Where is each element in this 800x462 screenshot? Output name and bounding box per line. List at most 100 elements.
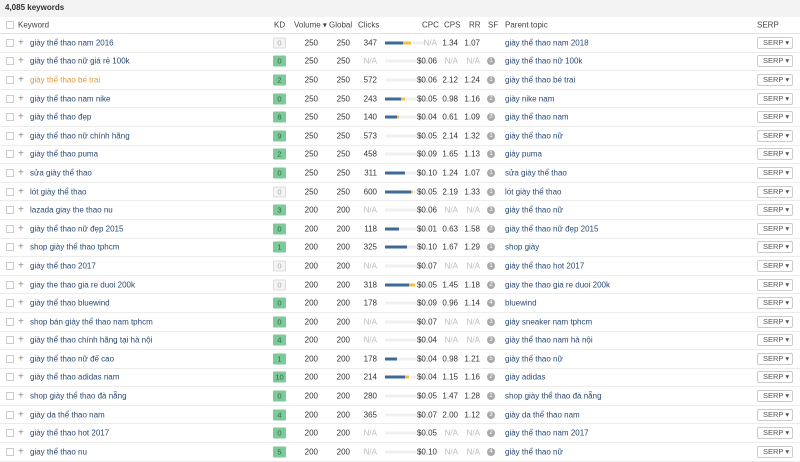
keyword-link[interactable]: lazada giay the thao nu: [30, 205, 113, 215]
keyword-link[interactable]: giày thể thao đẹp: [30, 112, 92, 122]
keyword-link[interactable]: giày thể thao hot 2017: [30, 428, 110, 438]
serp-dropdown-button[interactable]: SERP ▾: [757, 390, 793, 403]
serp-dropdown-button[interactable]: SERP ▾: [757, 55, 793, 68]
header-sf[interactable]: SF: [488, 20, 499, 30]
keyword-link[interactable]: giày thể thao nữ giá rẻ 100k: [30, 56, 130, 66]
keyword-link[interactable]: giày thể thao puma: [30, 149, 99, 159]
serp-features-badge[interactable]: 5: [487, 354, 495, 363]
parent-topic-link[interactable]: giày da thể thao nam: [505, 410, 580, 420]
keyword-link[interactable]: giày thể thao nam 2016: [30, 38, 114, 48]
serp-dropdown-button[interactable]: SERP ▾: [757, 241, 793, 254]
row-checkbox[interactable]: [6, 113, 14, 122]
serp-dropdown-button[interactable]: SERP ▾: [757, 111, 793, 124]
serp-features-badge[interactable]: 1: [487, 168, 495, 177]
keyword-link[interactable]: giày thể thao bé trai: [30, 75, 101, 85]
serp-dropdown-button[interactable]: SERP ▾: [757, 278, 793, 291]
row-checkbox[interactable]: [6, 392, 14, 401]
row-checkbox[interactable]: [6, 187, 14, 196]
select-all-checkbox[interactable]: [6, 21, 14, 29]
serp-features-badge[interactable]: 1: [487, 150, 495, 159]
serp-features-badge[interactable]: 2: [487, 280, 495, 289]
add-plus-icon[interactable]: +: [18, 223, 24, 235]
parent-topic-link[interactable]: bluewind: [505, 298, 537, 308]
row-checkbox[interactable]: [6, 410, 14, 419]
header-keyword[interactable]: Keyword: [18, 20, 50, 30]
add-plus-icon[interactable]: +: [18, 371, 24, 383]
header-global[interactable]: Global: [329, 20, 353, 30]
parent-topic-link[interactable]: giày thể thao nam 2017: [505, 428, 589, 438]
parent-topic-link[interactable]: shop giày: [505, 242, 540, 252]
serp-features-badge[interactable]: 1: [487, 243, 495, 252]
serp-features-badge[interactable]: 2: [487, 373, 495, 382]
header-cps[interactable]: CPS: [444, 20, 461, 30]
serp-dropdown-button[interactable]: SERP ▾: [757, 334, 793, 347]
parent-topic-link[interactable]: giay the thao gia re duoi 200k: [505, 280, 610, 290]
serp-features-badge[interactable]: 3: [487, 317, 495, 326]
add-plus-icon[interactable]: +: [18, 260, 24, 272]
serp-dropdown-button[interactable]: SERP ▾: [757, 36, 793, 49]
row-checkbox[interactable]: [6, 261, 14, 270]
header-rr[interactable]: RR: [469, 20, 481, 30]
keyword-link[interactable]: giay the thao gia re duoi 200k: [30, 280, 135, 290]
add-plus-icon[interactable]: +: [18, 316, 24, 328]
keyword-link[interactable]: giày thể thao nữ đẹp 2015: [30, 224, 124, 234]
serp-dropdown-button[interactable]: SERP ▾: [757, 185, 793, 198]
serp-features-badge[interactable]: 1: [487, 75, 495, 84]
keyword-link[interactable]: shop giày thể thao đà nẵng: [30, 391, 127, 401]
add-plus-icon[interactable]: +: [18, 74, 24, 86]
keyword-link[interactable]: giày thể thao nữ chính hãng: [30, 131, 130, 141]
parent-topic-link[interactable]: giày nike nam: [505, 94, 555, 104]
add-plus-icon[interactable]: +: [18, 55, 24, 67]
serp-features-badge[interactable]: 3: [487, 336, 495, 345]
serp-dropdown-button[interactable]: SERP ▾: [757, 371, 793, 384]
add-plus-icon[interactable]: +: [18, 446, 24, 458]
add-plus-icon[interactable]: +: [18, 409, 24, 421]
serp-dropdown-button[interactable]: SERP ▾: [757, 129, 793, 142]
add-plus-icon[interactable]: +: [18, 241, 24, 253]
serp-dropdown-button[interactable]: SERP ▾: [757, 73, 793, 86]
add-plus-icon[interactable]: +: [18, 204, 24, 216]
serp-features-badge[interactable]: 1: [487, 57, 495, 66]
serp-features-badge[interactable]: 1: [487, 131, 495, 140]
add-plus-icon[interactable]: +: [18, 37, 24, 49]
parent-topic-link[interactable]: giày thể thao nam: [505, 112, 569, 122]
add-plus-icon[interactable]: +: [18, 167, 24, 179]
serp-dropdown-button[interactable]: SERP ▾: [757, 352, 793, 365]
serp-dropdown-button[interactable]: SERP ▾: [757, 445, 793, 458]
serp-dropdown-button[interactable]: SERP ▾: [757, 92, 793, 105]
row-checkbox[interactable]: [6, 94, 14, 103]
row-checkbox[interactable]: [6, 243, 14, 252]
serp-dropdown-button[interactable]: SERP ▾: [757, 148, 793, 161]
add-plus-icon[interactable]: +: [18, 334, 24, 346]
row-checkbox[interactable]: [6, 131, 14, 140]
serp-dropdown-button[interactable]: SERP ▾: [757, 222, 793, 235]
row-checkbox[interactable]: [6, 299, 14, 308]
header-volume[interactable]: Volume ▾: [294, 20, 327, 30]
parent-topic-link[interactable]: giày thể thao nữ đẹp 2015: [505, 224, 599, 234]
keyword-link[interactable]: lót giày thể thao: [30, 187, 87, 197]
serp-dropdown-button[interactable]: SERP ▾: [757, 408, 793, 421]
parent-topic-link[interactable]: giày thể thao nam hà nội: [505, 335, 593, 345]
row-checkbox[interactable]: [6, 57, 14, 66]
keyword-link[interactable]: giày thể thao adidas nam: [30, 372, 120, 382]
row-checkbox[interactable]: [6, 317, 14, 326]
serp-features-badge[interactable]: 4: [487, 447, 495, 456]
parent-topic-link[interactable]: giày thể thao nam 2018: [505, 38, 589, 48]
add-plus-icon[interactable]: +: [18, 111, 24, 123]
header-cpc[interactable]: CPC: [422, 20, 439, 30]
parent-topic-link[interactable]: giày thể thao nữ: [505, 205, 563, 215]
keyword-link[interactable]: giày da thể thao nam: [30, 410, 105, 420]
serp-features-badge[interactable]: 3: [487, 224, 495, 233]
keyword-link[interactable]: shop bán giày thể thao nam tphcm: [30, 317, 153, 327]
parent-topic-link[interactable]: giày thể thao nữ: [505, 447, 563, 457]
row-checkbox[interactable]: [6, 354, 14, 363]
serp-features-badge[interactable]: 3: [487, 410, 495, 419]
parent-topic-link[interactable]: lót giày thể thao: [505, 187, 562, 197]
serp-dropdown-button[interactable]: SERP ▾: [757, 259, 793, 272]
add-plus-icon[interactable]: +: [18, 279, 24, 291]
row-checkbox[interactable]: [6, 38, 14, 47]
serp-features-badge[interactable]: 3: [487, 206, 495, 215]
serp-features-badge[interactable]: 1: [487, 392, 495, 401]
serp-dropdown-button[interactable]: SERP ▾: [757, 166, 793, 179]
keyword-link[interactable]: giày thể thao nam nike: [30, 94, 111, 104]
